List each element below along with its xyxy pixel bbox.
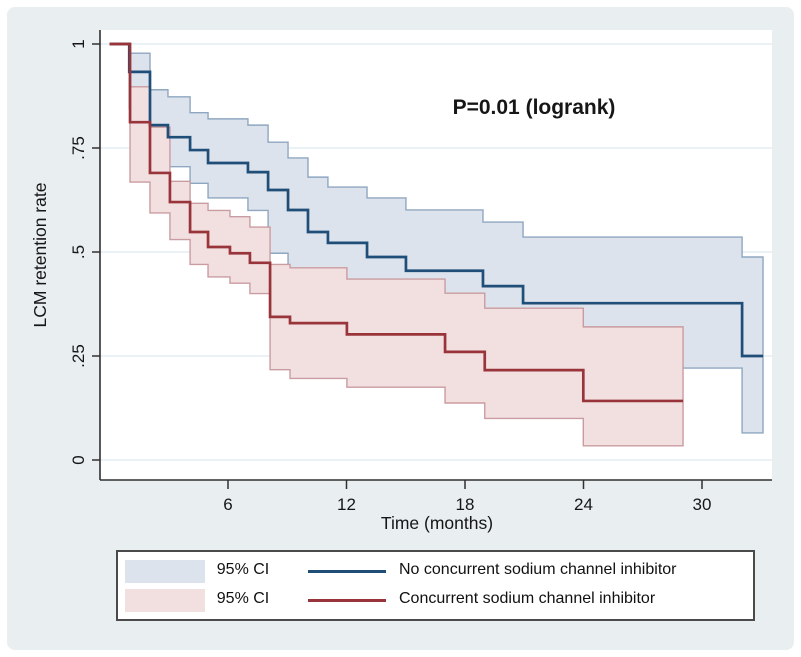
km-plot: 0 .25 .5 .75 1 6 12 18 24 30 LCM retention rate T…	[30, 30, 772, 533]
ci-bands	[128, 52, 764, 447]
x-tick-label: 12	[337, 495, 356, 514]
legend-series-label-no-inhibitor: No concurrent sodium channel inhibitor	[399, 561, 677, 578]
legend-ci-swatch-pink	[125, 589, 205, 612]
x-tick-label: 6	[223, 495, 232, 514]
y-tick-label: .5	[69, 245, 88, 259]
p-value-annotation: P=0.01 (logrank)	[453, 96, 616, 119]
y-tick-label: .75	[69, 136, 88, 160]
km-curves	[109, 42, 764, 403]
x-axis-title: Time (months)	[381, 513, 493, 533]
legend-ci-label: 95% CI	[216, 590, 270, 607]
x-tick-label: 24	[574, 495, 593, 514]
axes	[99, 30, 772, 481]
legend: 95% CI No concurrent sodium channel inhi…	[116, 550, 755, 621]
y-tick-label: 1	[69, 39, 88, 48]
legend-line-navy	[308, 570, 386, 573]
km-curve-inhibitor	[109, 42, 684, 403]
x-tick-label: 18	[456, 495, 475, 514]
y-tick-label: 0	[69, 455, 88, 464]
legend-row-inhibitor: 95% CI Concurrent sodium channel inhibit…	[118, 586, 753, 615]
legend-ci-swatch-blue	[125, 560, 205, 583]
km-curve-no-inhibitor	[109, 42, 764, 358]
y-tick-label: .25	[69, 344, 88, 368]
legend-series-label-inhibitor: Concurrent sodium channel inhibitor	[399, 590, 656, 607]
y-axis-title: LCM retention rate	[30, 183, 50, 328]
tick-marks	[92, 43, 703, 489]
legend-row-no-inhibitor: 95% CI No concurrent sodium channel inhi…	[118, 557, 753, 586]
ci-band-inhibitor	[129, 86, 684, 447]
legend-ci-label: 95% CI	[216, 561, 270, 578]
x-tick-label: 30	[693, 495, 712, 514]
legend-line-red	[308, 599, 386, 602]
tick-labels: 0 .25 .5 .75 1 6 12 18 24 30	[69, 39, 711, 514]
